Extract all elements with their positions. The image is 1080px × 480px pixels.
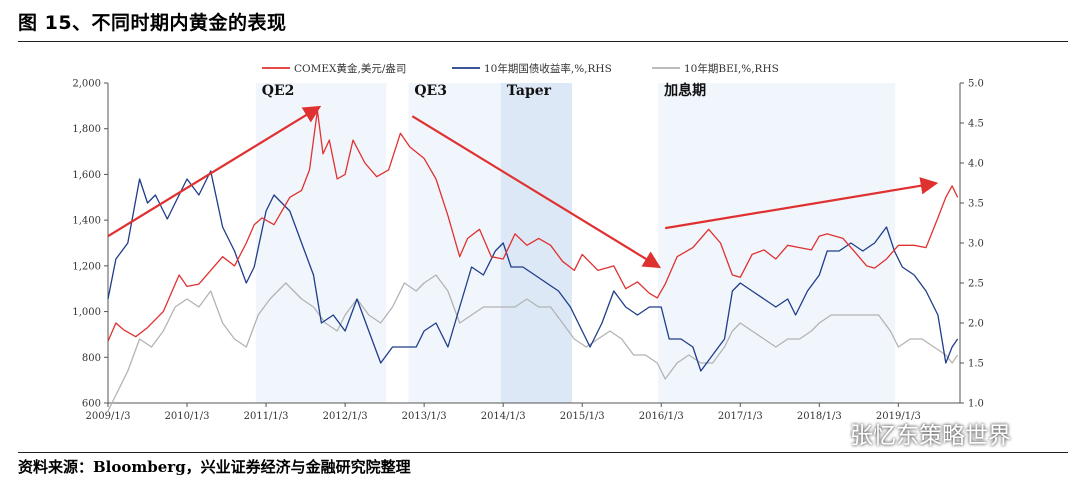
right-tick-label: 1.0 xyxy=(968,399,984,410)
period-band xyxy=(658,83,896,403)
watermark-text: 张忆东策略世界 xyxy=(850,423,1011,449)
series-line-1 xyxy=(107,170,959,372)
trend-arrow xyxy=(665,177,939,230)
right-tick-label: 1.5 xyxy=(968,359,984,370)
period-label: QE3 xyxy=(414,83,447,99)
period-label: Taper xyxy=(507,83,552,99)
watermark: 张忆东策略世界 xyxy=(808,416,1011,450)
source-note: 资料来源：Bloomberg，兴业证券经济与金融研究院整理 xyxy=(18,458,411,476)
left-tick-label: 2,000 xyxy=(72,79,101,90)
x-tick-label: 2011/1/3 xyxy=(244,411,289,422)
source-rule xyxy=(18,452,1068,453)
trend-arrow xyxy=(107,105,322,238)
x-tick-label: 2013/1/3 xyxy=(402,411,447,422)
figure-title: 图 15、不同时期内黄金的表现 xyxy=(18,12,287,34)
right-tick-label: 3.5 xyxy=(968,199,984,210)
left-tick-label: 800 xyxy=(82,353,101,364)
legend-label-1: 10年期国债收益率,%,RHS xyxy=(484,62,612,75)
x-tick-label: 2012/1/3 xyxy=(323,411,368,422)
right-tick-label: 2.0 xyxy=(968,319,984,330)
legend-label-2: 10年期BEI,%,RHS xyxy=(684,62,779,75)
left-tick-label: 1,200 xyxy=(72,261,101,272)
right-tick-label: 2.5 xyxy=(968,279,984,290)
series-line-0 xyxy=(107,109,959,342)
x-tick-label: 2017/1/3 xyxy=(718,411,763,422)
x-tick-label: 2016/1/3 xyxy=(639,411,684,422)
x-tick-label: 2014/1/3 xyxy=(481,411,526,422)
left-tick-label: 1,400 xyxy=(72,216,101,227)
series-line-2 xyxy=(107,274,959,412)
legend-label-0: COMEX黄金,美元/盎司 xyxy=(294,62,406,75)
x-tick-label: 2015/1/3 xyxy=(560,411,605,422)
period-band xyxy=(255,83,387,403)
period-band xyxy=(408,83,501,403)
wechat-icon xyxy=(809,421,841,445)
period-label: 加息期 xyxy=(663,82,706,99)
x-tick-label: 2019/1/3 xyxy=(876,411,921,422)
x-tick-label: 2018/1/3 xyxy=(797,411,842,422)
right-tick-label: 4.0 xyxy=(968,159,984,170)
title-rule xyxy=(18,41,1068,42)
right-tick-label: 5.0 xyxy=(968,79,984,90)
left-tick-label: 1,600 xyxy=(72,170,101,181)
period-label: QE2 xyxy=(262,83,295,99)
right-tick-label: 4.5 xyxy=(968,119,984,130)
period-band xyxy=(500,83,572,403)
x-tick-label: 2009/1/3 xyxy=(86,411,131,422)
left-tick-label: 1,000 xyxy=(72,307,101,318)
left-tick-label: 1,800 xyxy=(72,124,101,135)
trend-arrow xyxy=(411,115,662,269)
left-tick-label: 600 xyxy=(82,399,101,410)
right-tick-label: 3.0 xyxy=(968,239,984,250)
x-tick-label: 2010/1/3 xyxy=(165,411,210,422)
